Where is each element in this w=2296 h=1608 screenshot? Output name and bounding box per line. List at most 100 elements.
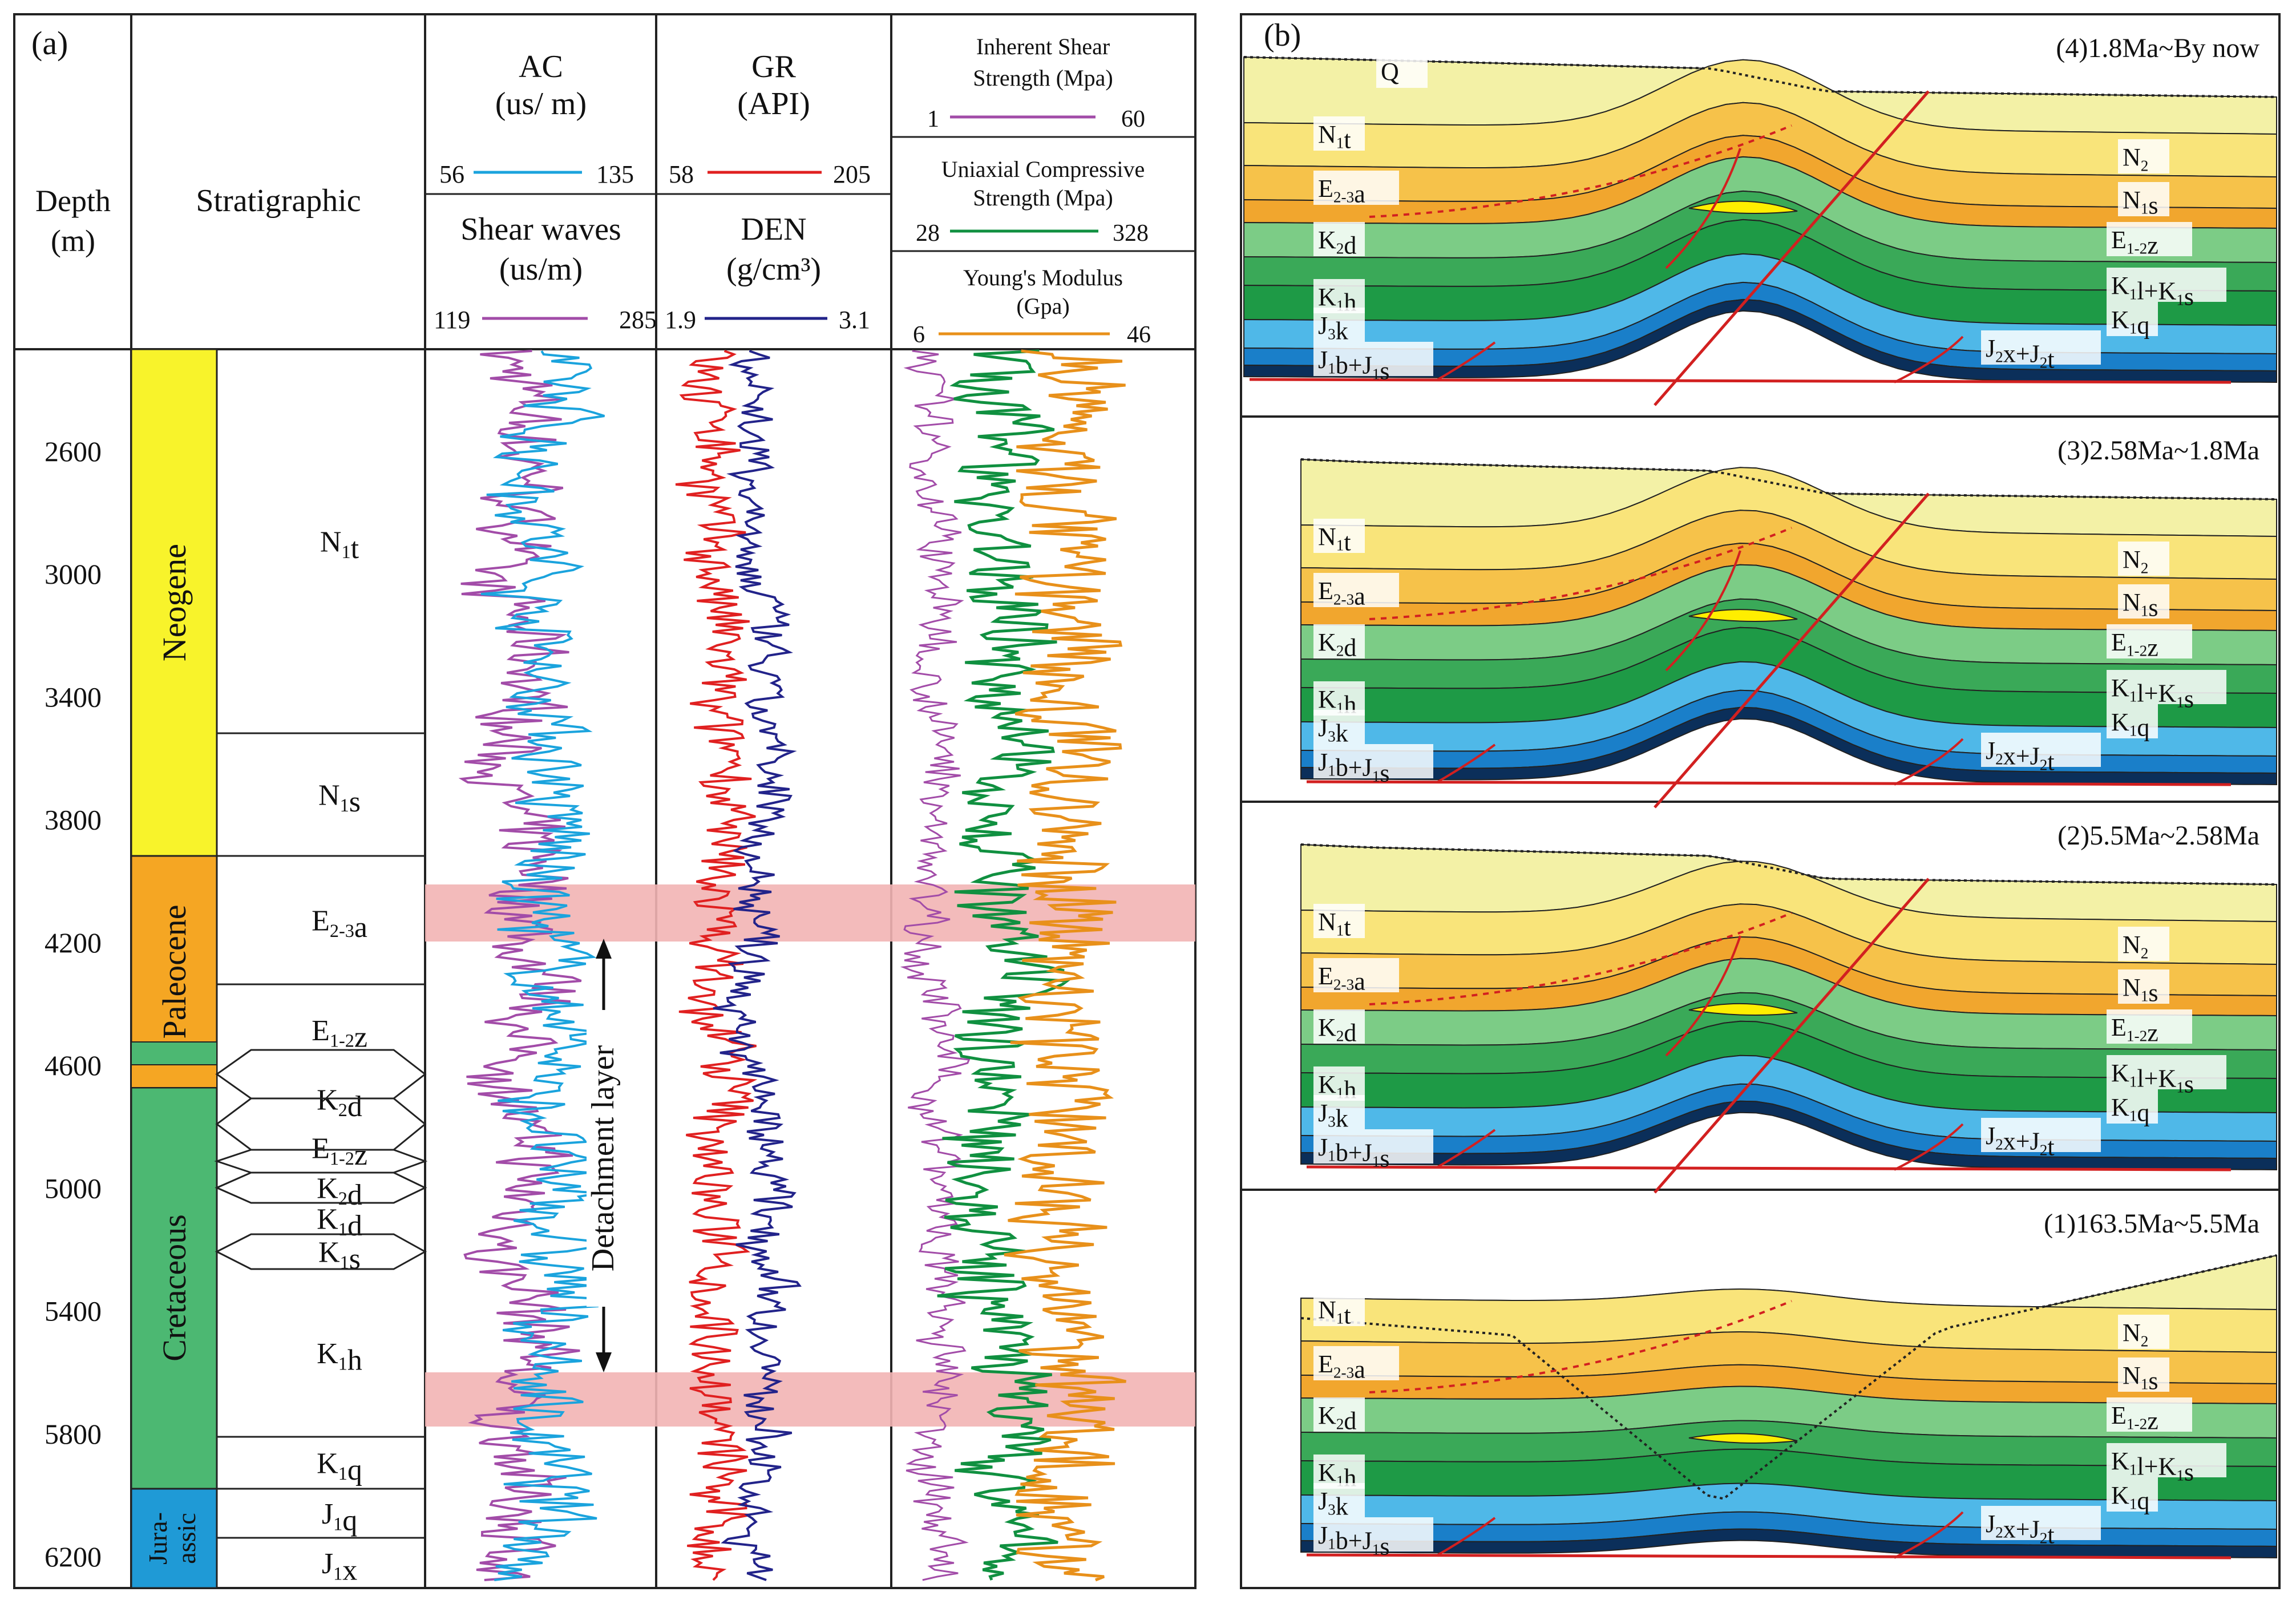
stage-2-label-n1t: N1t (1318, 908, 1351, 942)
stage-0-label-k2d: K2d (1318, 226, 1356, 260)
fault-main-0 (1654, 90, 1930, 406)
ym-min: 6 (913, 322, 925, 348)
iss-title-1: Inherent Shear (976, 34, 1110, 59)
detachment-label: Detachment layer (585, 1045, 621, 1271)
stage-0-label-j3k: J3k (1318, 312, 1348, 345)
depth-header: Depth (35, 184, 111, 218)
sw-min: 119 (434, 306, 470, 334)
stage-1-label-n1t: N1t (1318, 523, 1351, 556)
stage-title-2: (2)5.5Ma~2.58Ma (2057, 821, 2259, 851)
ucs-curve (937, 349, 1072, 1581)
depth-axis: 2600 3000 3400 3800 4200 4600 5000 5400 5800 6200 (45, 435, 102, 1573)
den-title: DEN (741, 212, 806, 247)
stage-2-label-k2d: K2d (1318, 1013, 1356, 1047)
stage-3: (1)163.5Ma~5.5MaN1tE2-3aK2dK1hJ3kJ1b+J1s… (1300, 1209, 2277, 1560)
ucs-min: 28 (916, 220, 940, 247)
stage-3-label-n2: N2 (2123, 1319, 2148, 1350)
depth-tick-5800: 5800 (45, 1418, 102, 1450)
depth-unit: (m) (51, 224, 95, 258)
den-curve (713, 350, 802, 1581)
stage-1-label-k1q: K1q (2111, 708, 2149, 742)
period-label-3: Jura-assic (143, 1512, 201, 1565)
stage-1-label-n2: N2 (2123, 546, 2148, 577)
formation-column: N1tN1sE2-3aE1-2zK2dE1-2zK2dK1dK1sK1hK1qJ… (214, 526, 428, 1586)
stage-2-label-n1s: N1s (2123, 973, 2158, 1007)
den-min: 1.9 (665, 306, 696, 334)
stage-0-label-k1l: K1l+K1s (2111, 272, 2194, 310)
depth-tick-3400: 3400 (45, 681, 102, 713)
ym-max: 46 (1127, 322, 1151, 348)
stage-2-label-e12z: E1-2z (2111, 1013, 2158, 1047)
layer-base-3 (1300, 1528, 2277, 1559)
stage-0-label-k1q: K1q (2111, 306, 2149, 340)
gr-unit: (API) (737, 86, 810, 122)
ac-unit: (us/ m) (495, 86, 587, 122)
gr-curve (675, 350, 758, 1581)
stage-1-label-k1l: K1l+K1s (2111, 674, 2194, 713)
fault-back-0 (1665, 148, 1741, 269)
ym-title-1: Young's Modulus (963, 265, 1123, 290)
panel-b: (b) (4)1.8Ma~By nowQN1tE2-3aK2dK1hJ3kJ1b… (1240, 13, 2281, 1589)
iss-title-2: Strength (Mpa) (973, 65, 1113, 91)
depth-tick-4200: 4200 (45, 927, 102, 959)
panel-a-label: (a) (31, 25, 68, 62)
formation-2: E2-3a (312, 905, 367, 944)
stage-1-label-j1b: J1b+J1s (1318, 748, 1389, 787)
stage-3-label-n1t: N1t (1318, 1296, 1351, 1330)
stage-1-label-n1s: N1s (2123, 588, 2158, 622)
stage-0-label-e12z: E1-2z (2111, 226, 2158, 260)
formation-1: N1s (318, 779, 361, 818)
gr-max: 205 (833, 160, 871, 188)
stage-0-label-n2: N2 (2123, 143, 2148, 175)
ac-max: 135 (596, 160, 634, 188)
stage-1-label-j2x: J2x+J2t (1986, 737, 2055, 775)
panel-a: (a) Depth (m) Stratigraphic AC (us/ m) 5… (13, 13, 1196, 1589)
stage-2-label-j2x: J2x+J2t (1986, 1122, 2055, 1161)
iss-max: 60 (1121, 106, 1145, 132)
sw-curve (458, 350, 582, 1581)
stage-2: (2)5.5Ma~2.58MaN1tE2-3aK2dK1hJ3kJ1b+J1sN… (1300, 821, 2277, 1194)
panel-a-frame (13, 13, 1196, 1589)
ac-min: 56 (439, 160, 464, 188)
stage-3-label-k2d: K2d (1318, 1401, 1356, 1435)
period-band-3 (130, 1488, 218, 1589)
ucs-title-2: Strength (Mpa) (973, 185, 1113, 211)
sw-max: 285 (619, 306, 657, 334)
stage-0-label-q: Q (1381, 58, 1399, 86)
fault-main-2 (1654, 878, 1930, 1194)
stage-1-label-k1h: K1h (1318, 685, 1356, 719)
stage-0-label-e23a: E2-3a (1318, 175, 1365, 208)
stage-0-label-j2x: J2x+J2t (1986, 334, 2055, 373)
depth-tick-3800: 3800 (45, 804, 102, 836)
stage-0: (4)1.8Ma~By nowQN1tE2-3aK2dK1hJ3kJ1b+J1s… (1243, 33, 2277, 406)
gr-title: GR (751, 49, 796, 84)
den-unit: (g/cm³) (726, 252, 821, 287)
sw-unit: (us/m) (499, 252, 583, 287)
ucs-max: 328 (1113, 220, 1149, 247)
arrow-head-up (596, 939, 612, 959)
period-column: Neogene Paleocene Cretaceous Jura-assic (130, 348, 218, 1589)
stage-0-label-j1b: J1b+J1s (1318, 346, 1389, 385)
period-band-0 (130, 348, 218, 857)
basal-detachment-0 (1249, 378, 2232, 384)
depth-tick-3000: 3000 (45, 558, 102, 590)
stage-3-label-j3k: J3k (1318, 1487, 1348, 1521)
fault-dashed-1 (1369, 527, 1792, 620)
formation-0: N1t (320, 526, 359, 565)
stage-3-label-k1q: K1q (2111, 1481, 2149, 1515)
ym-curve (1004, 349, 1126, 1582)
detachment-lens-3 (1688, 1433, 1798, 1444)
stage-0-label-n1t: N1t (1318, 120, 1351, 154)
log-curves (458, 349, 1126, 1582)
stage-title-3: (1)163.5Ma~5.5Ma (2044, 1209, 2259, 1239)
stage-title-1: (3)2.58Ma~1.8Ma (2057, 435, 2259, 466)
stage-3-label-e23a: E2-3a (1318, 1350, 1365, 1384)
period-label-2: Cretaceous (156, 1214, 193, 1361)
ym-title-2: (Gpa) (1016, 293, 1069, 319)
depth-tick-2600: 2600 (45, 435, 102, 467)
depth-tick-5400: 5400 (45, 1295, 102, 1327)
stage-3-label-e12z: E1-2z (2111, 1401, 2158, 1435)
gr-min: 58 (669, 160, 694, 188)
stage-3-label-n1s: N1s (2123, 1361, 2158, 1395)
